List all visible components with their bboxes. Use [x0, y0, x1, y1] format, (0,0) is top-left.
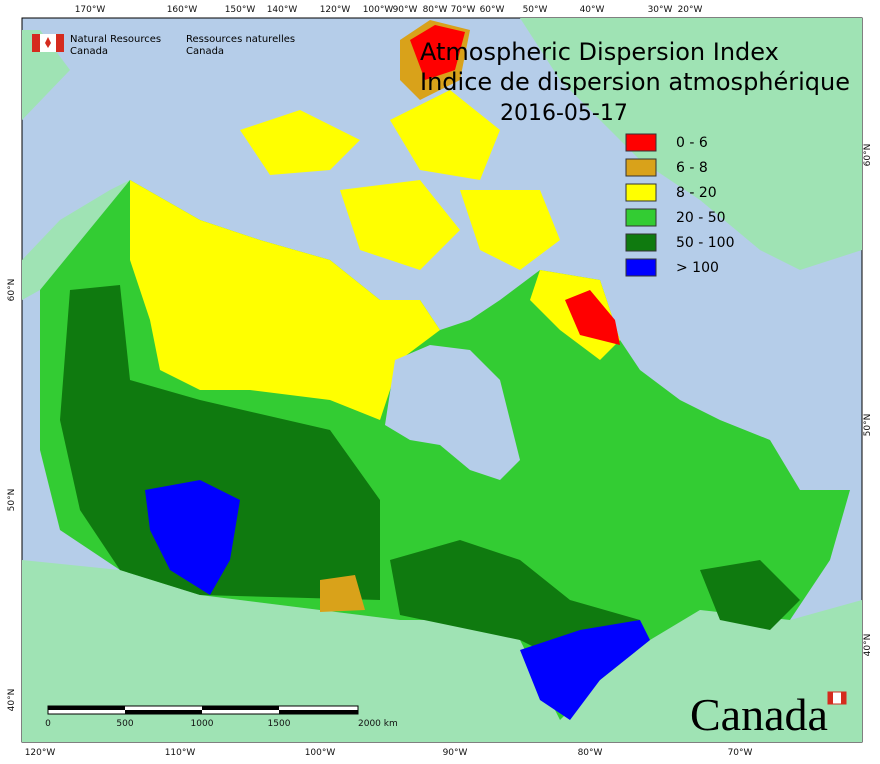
top-lon-label: 140°W	[267, 5, 298, 15]
legend-swatch	[625, 208, 657, 227]
scale-seg	[48, 706, 125, 710]
bottom-lon-label: 90°W	[443, 748, 468, 758]
top-lon-label: 170°W	[75, 5, 106, 15]
scale-seg	[202, 706, 279, 710]
top-lon-label: 20°W	[678, 5, 703, 15]
canada-wordmark: Canada	[690, 689, 828, 740]
org-en: Canada	[70, 46, 108, 57]
zone-red-baffin	[565, 290, 620, 345]
org-fr: Ressources naturelles	[186, 34, 295, 45]
right-lat-label: 60°N	[863, 144, 873, 167]
basemap	[22, 18, 862, 742]
legend-label: 6 - 8	[676, 160, 708, 176]
legend-label: 8 - 20	[676, 185, 717, 201]
left-lat-label: 50°N	[7, 489, 17, 512]
top-lon-label: 100°W	[363, 5, 394, 15]
legend-swatch	[625, 133, 657, 152]
scale-bar: 0 500 1000 1500 2000 km	[45, 705, 398, 729]
title-en: Atmospheric Dispersion Index	[420, 38, 779, 66]
top-lon-label: 150°W	[225, 5, 256, 15]
wordmark-flag-bar	[828, 692, 833, 704]
legend: 0 - 6 6 - 8 8 - 20 20 - 50 50 - 100 > 100	[625, 133, 735, 277]
alaska	[22, 180, 130, 300]
legend-swatch	[625, 183, 657, 202]
scale-label: 1500	[268, 719, 291, 729]
top-lon-label: 160°W	[167, 5, 198, 15]
zone-blue-east	[520, 620, 650, 720]
scale-seg	[125, 710, 202, 714]
top-lon-label: 90°W	[393, 5, 418, 15]
flag-bar	[56, 34, 64, 52]
bottom-lon-label: 70°W	[728, 748, 753, 758]
nrcan-logo	[32, 34, 64, 52]
top-lon-label: 50°W	[523, 5, 548, 15]
zone-red-ellesmere	[410, 25, 465, 80]
title-fr: Indice de dispersion atmosphérique	[420, 68, 850, 96]
top-lon-label: 70°W	[451, 5, 476, 15]
scale-seg	[279, 710, 358, 714]
zone-darkgreen-west	[60, 285, 380, 600]
legend-label: 20 - 50	[676, 210, 726, 226]
legend-label: 50 - 100	[676, 235, 735, 251]
legend-swatch	[625, 158, 657, 177]
bottom-lon-label: 120°W	[25, 748, 56, 758]
graticule-labels: 170°W 160°W 150°W 140°W 120°W 100°W 90°W 80°W 70…	[7, 5, 873, 758]
left-lat-label: 40°N	[7, 689, 17, 712]
org-en: Natural Resources	[70, 34, 161, 45]
left-lat-label: 60°N	[7, 279, 17, 302]
org-fr: Canada	[186, 46, 224, 57]
top-lon-label: 80°W	[423, 5, 448, 15]
top-lon-label: 40°W	[580, 5, 605, 15]
arctic-islands	[240, 90, 560, 270]
right-lat-label: 50°N	[863, 414, 873, 437]
flag-bar	[32, 34, 40, 52]
bottom-lon-label: 110°W	[165, 748, 196, 758]
flag-leaf	[45, 37, 51, 48]
top-lon-label: 60°W	[480, 5, 505, 15]
zone-orange-south	[320, 575, 365, 612]
scale-label: 500	[116, 719, 133, 729]
bottom-lon-label: 80°W	[578, 748, 603, 758]
usa	[22, 560, 862, 742]
zone-darkgreen-maritimes	[700, 560, 800, 630]
bottom-lon-label: 100°W	[305, 748, 336, 758]
legend-label: 0 - 6	[676, 135, 708, 151]
legend-swatch	[625, 233, 657, 252]
scale-label: 0	[45, 719, 51, 729]
right-lat-label: 40°N	[863, 634, 873, 657]
zone-blue-west	[145, 480, 240, 595]
top-lon-label: 30°W	[648, 5, 673, 15]
top-lon-label: 120°W	[320, 5, 351, 15]
scale-label: 1000	[191, 719, 214, 729]
legend-label: > 100	[676, 260, 719, 276]
greenland	[520, 18, 862, 270]
siberia	[22, 30, 70, 120]
hudson-bay	[385, 345, 520, 480]
scale-label: 2000 km	[358, 719, 398, 729]
zone-yellow-north	[130, 180, 440, 420]
date: 2016-05-17	[500, 101, 628, 126]
wordmark-flag-bar	[841, 692, 846, 704]
legend-swatch	[625, 258, 657, 277]
